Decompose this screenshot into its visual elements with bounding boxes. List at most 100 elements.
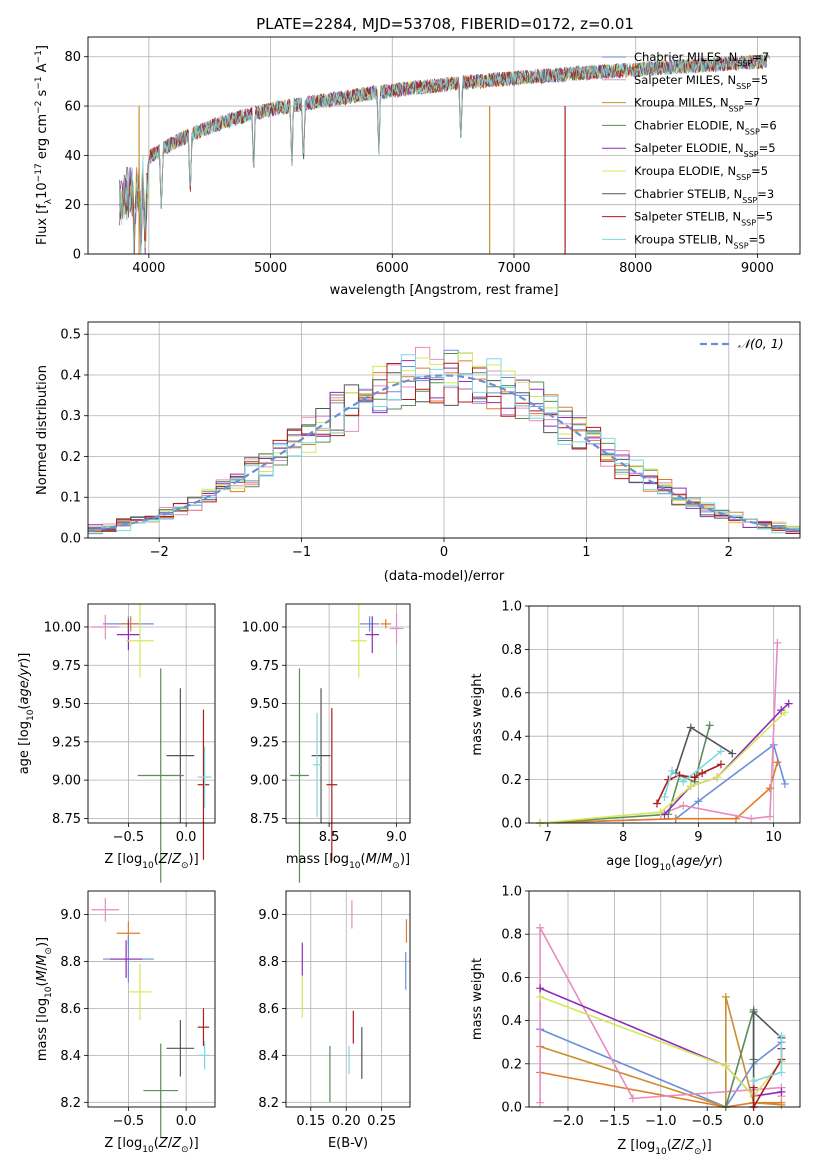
y-tick-label: 0.4: [60, 368, 81, 383]
series-line-pink: [660, 642, 779, 820]
series-marker: [780, 708, 789, 717]
y-axis-label: Normed distribution: [35, 365, 50, 495]
y-tick-label: 0.5: [60, 328, 81, 343]
legend-label: Salpeter ELODIE, NSSP=5: [634, 141, 776, 159]
y-tick-label: 9.25: [52, 735, 81, 750]
series-marker: [679, 801, 688, 810]
y-tick-label: 0.3: [60, 409, 81, 424]
y-tick-label: 0.4: [501, 730, 522, 745]
x-tick-label: 5000: [254, 261, 287, 276]
y-tick-label: 8.75: [52, 812, 81, 827]
y-tick-label: 9.50: [250, 697, 279, 712]
y-tick-label: 9.75: [250, 659, 279, 674]
massweight-vs-metallicity-panel: −2.0 −1.5 −1.0 −0.5 0.0 0.0 0.2 0.4 0.6 0.8 1.0 Z […: [470, 885, 801, 1157]
y-tick-label: 0.1: [60, 491, 81, 506]
y-tick-label: 8.2: [60, 1096, 81, 1111]
axes-frame: [528, 605, 801, 824]
y-tick-label: 8.4: [60, 1049, 81, 1064]
normal-curve: [87, 374, 801, 532]
series-line-kroupa-stelib: [753, 1035, 783, 1082]
y-tick-label: 8.2: [258, 1096, 279, 1111]
x-tick-label: 0.0: [743, 1114, 764, 1129]
series-marker: [668, 766, 677, 775]
y-tick-label: 9.0: [60, 908, 81, 923]
x-axis-label: E(B-V): [328, 1136, 368, 1151]
y-tick-label: 10.00: [44, 620, 81, 635]
series-line-chabrier-elodie: [540, 725, 711, 824]
x-tick-label: 9.0: [386, 830, 407, 845]
y-tick-label: 1.0: [501, 600, 522, 615]
series-marker: [749, 1007, 758, 1016]
y-axis-label: age [log10(age/yr)]: [17, 653, 36, 775]
x-tick-label: 8: [619, 830, 627, 845]
series-marker: [773, 758, 782, 767]
series-marker: [690, 773, 699, 782]
series-marker: [728, 749, 737, 758]
x-tick-label: −1.0: [645, 1114, 677, 1129]
legend-label: Salpeter STELIB, NSSP=5: [634, 210, 773, 228]
y-axis-label: mass [log10(M/M⊙)]: [35, 937, 54, 1061]
y-tick-label: 1.0: [501, 885, 522, 900]
series-line-salpeter-miles: [539, 1071, 782, 1108]
x-tick-label: 7: [544, 830, 552, 845]
x-tick-label: 1: [582, 545, 590, 560]
series-marker: [679, 777, 688, 786]
legend-label: Chabrier STELIB, NSSP=3: [634, 187, 774, 205]
series-marker: [536, 923, 545, 932]
legend-label: Salpeter MILES, NSSP=5: [634, 73, 768, 91]
x-tick-label: 8.5: [319, 830, 340, 845]
axes-frame: [87, 321, 801, 539]
series-marker: [721, 1061, 730, 1070]
y-tick-label: 0.0: [501, 1101, 522, 1116]
x-tick-label: 8000: [619, 261, 652, 276]
y-tick-label: 0.6: [501, 971, 522, 986]
y-tick-label: 0: [73, 248, 81, 263]
series-marker: [536, 984, 545, 993]
y-tick-label: 8.8: [60, 955, 81, 970]
age-vs-metallicity-panel: −0.5 0.0 8.75 9.00 9.25 9.50 9.75 10.00 Z [log10…: [17, 603, 216, 883]
y-axis-label: mass weight: [470, 673, 485, 755]
legend-label: Chabrier MILES, NSSP=7: [634, 50, 769, 68]
series-marker: [716, 760, 725, 769]
series-marker: [784, 699, 793, 708]
x-tick-label: 0: [440, 545, 448, 560]
series-marker: [721, 992, 730, 1001]
x-tick-label: 0.0: [176, 1114, 197, 1129]
y-tick-label: 0.0: [60, 532, 81, 547]
x-tick-label: 10: [765, 830, 782, 845]
axes-frame: [285, 603, 411, 824]
series-line-salpeter-stelib: [656, 763, 722, 804]
series-marker: [777, 1068, 786, 1077]
series-marker: [652, 799, 661, 808]
x-axis-label: mass [log10(M/M⊙)]: [286, 852, 410, 871]
series-marker: [671, 814, 680, 823]
y-tick-label: 0.6: [501, 686, 522, 701]
y-tick-label: 10.00: [242, 620, 279, 635]
y-tick-label: 8.75: [250, 812, 279, 827]
series-marker: [765, 784, 774, 793]
series-marker: [705, 721, 714, 730]
y-tick-label: 0.2: [501, 1057, 522, 1072]
x-tick-label: −0.5: [113, 1114, 145, 1129]
x-axis-label: Z [log10(Z/Z⊙)]: [104, 1136, 198, 1155]
series-marker: [694, 797, 703, 806]
series-marker: [773, 638, 782, 647]
y-tick-label: 8.4: [258, 1049, 279, 1064]
y-tick-label: 9.25: [250, 735, 279, 750]
y-tick-label: 0.4: [501, 1014, 522, 1029]
x-axis-label: wavelength [Angstrom, rest frame]: [330, 283, 559, 298]
series-marker: [777, 1100, 786, 1109]
x-tick-label: −0.5: [691, 1114, 723, 1129]
y-tick-label: 9.50: [52, 697, 81, 712]
series-marker: [686, 782, 695, 791]
series-marker: [656, 808, 665, 817]
y-tick-label: 20: [64, 198, 81, 213]
x-tick-label: −0.5: [113, 830, 145, 845]
y-tick-label: 0.2: [60, 450, 81, 465]
y-tick-label: 0.0: [501, 817, 522, 832]
spectrum-line-kroupa-stelib: [119, 54, 768, 255]
x-tick-label: 0.0: [176, 830, 197, 845]
spectrum-panel: 4000 5000 6000 7000 8000 9000 0 20 40 60 80 wavelen…: [34, 36, 801, 298]
legend-label: Chabrier ELODIE, NSSP=6: [634, 118, 777, 136]
